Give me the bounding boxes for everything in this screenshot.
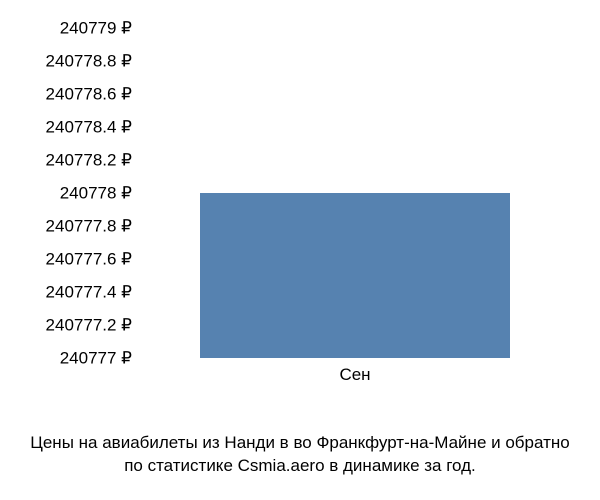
y-tick-label: 240778.2 ₽ xyxy=(0,152,132,169)
y-tick-label: 240778.4 ₽ xyxy=(0,119,132,136)
plot-area xyxy=(140,28,570,358)
price-chart: 240779 ₽ 240778.8 ₽ 240778.6 ₽ 240778.4 ₽ 24… xyxy=(0,10,600,430)
bar xyxy=(200,193,510,358)
caption-line-2: по статистике Csmia.aero в динамике за г… xyxy=(124,456,476,475)
y-tick-label: 240778.8 ₽ xyxy=(0,53,132,70)
y-tick-label: 240778.6 ₽ xyxy=(0,86,132,103)
y-tick-label: 240779 ₽ xyxy=(0,20,132,37)
y-tick-label: 240777.6 ₽ xyxy=(0,251,132,268)
chart-caption: Цены на авиабилеты из Нанди в во Франкфу… xyxy=(0,432,600,478)
y-tick-label: 240777 ₽ xyxy=(0,350,132,367)
y-tick-label: 240777.8 ₽ xyxy=(0,218,132,235)
y-tick-label: 240778 ₽ xyxy=(0,185,132,202)
x-axis-ticks: Сен xyxy=(140,365,570,395)
y-tick-label: 240777.4 ₽ xyxy=(0,284,132,301)
x-tick-label: Сен xyxy=(339,365,370,385)
caption-line-1: Цены на авиабилеты из Нанди в во Франкфу… xyxy=(30,433,569,452)
y-axis-ticks: 240779 ₽240778.8 ₽240778.6 ₽240778.4 ₽24… xyxy=(0,28,132,358)
y-tick-label: 240777.2 ₽ xyxy=(0,317,132,334)
